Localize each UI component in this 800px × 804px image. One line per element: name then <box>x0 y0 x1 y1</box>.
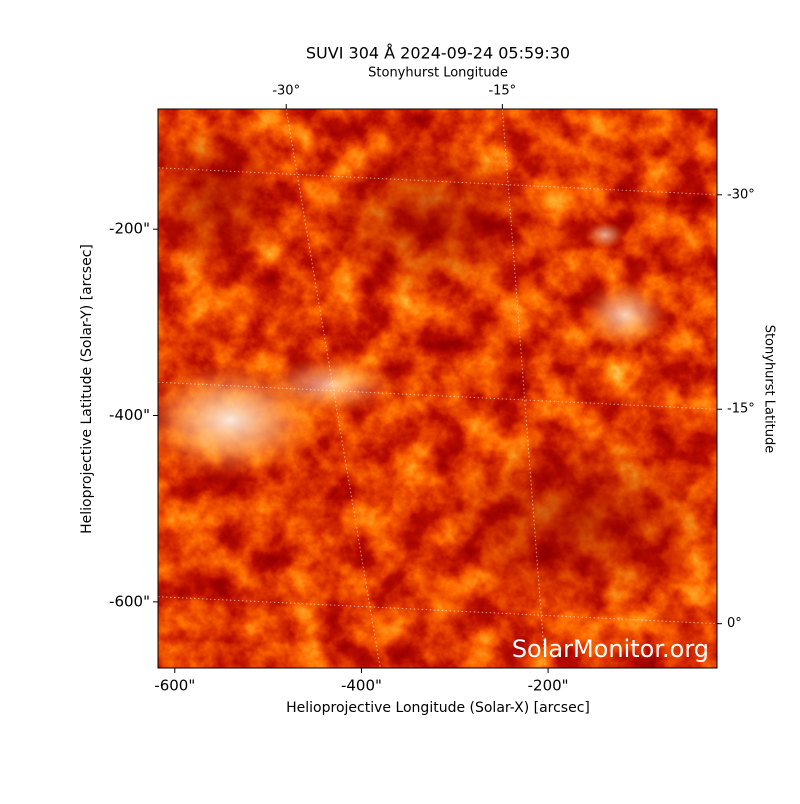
bright-region <box>585 221 625 249</box>
chart-title: SUVI 304 Å 2024-09-24 05:59:30 <box>306 44 570 63</box>
x2-tick-label: -30° <box>272 84 300 99</box>
watermark: SolarMonitor.org <box>512 635 709 663</box>
x2-axis-label: Stonyhurst Longitude <box>368 66 508 81</box>
x-axis-label: Helioprojective Longitude (Solar-X) [arc… <box>286 700 590 716</box>
grid-line <box>285 109 381 668</box>
y-tick-label: -400" <box>109 406 150 424</box>
solar-image: SolarMonitor.org <box>158 109 717 668</box>
grid-line <box>158 381 717 410</box>
dark-region <box>320 140 540 300</box>
x-tick-label: -600" <box>154 677 195 695</box>
grid-line <box>501 109 546 668</box>
y2-axis-label: Stonyhurst Latitude <box>762 325 777 454</box>
plot-frame <box>157 108 718 669</box>
y-tick-label: -600" <box>109 592 150 610</box>
y2-tick-label: -15° <box>727 402 755 417</box>
x2-tick-label: -15° <box>488 84 516 99</box>
y-axis-label: Helioprojective Latitude (Solar-Y) [arcs… <box>79 244 95 534</box>
grid-line <box>158 596 717 625</box>
bright-region <box>260 355 400 415</box>
x-tick-label: -400" <box>341 677 382 695</box>
y2-tick-label: -30° <box>727 187 755 202</box>
y2-tick-label: 0° <box>727 616 742 631</box>
bright-region <box>580 280 670 350</box>
dark-region <box>440 430 717 610</box>
dark-region <box>158 120 285 280</box>
grid-line <box>158 167 717 196</box>
x-tick-label: -200" <box>528 677 569 695</box>
y-tick-label: -200" <box>109 220 150 238</box>
